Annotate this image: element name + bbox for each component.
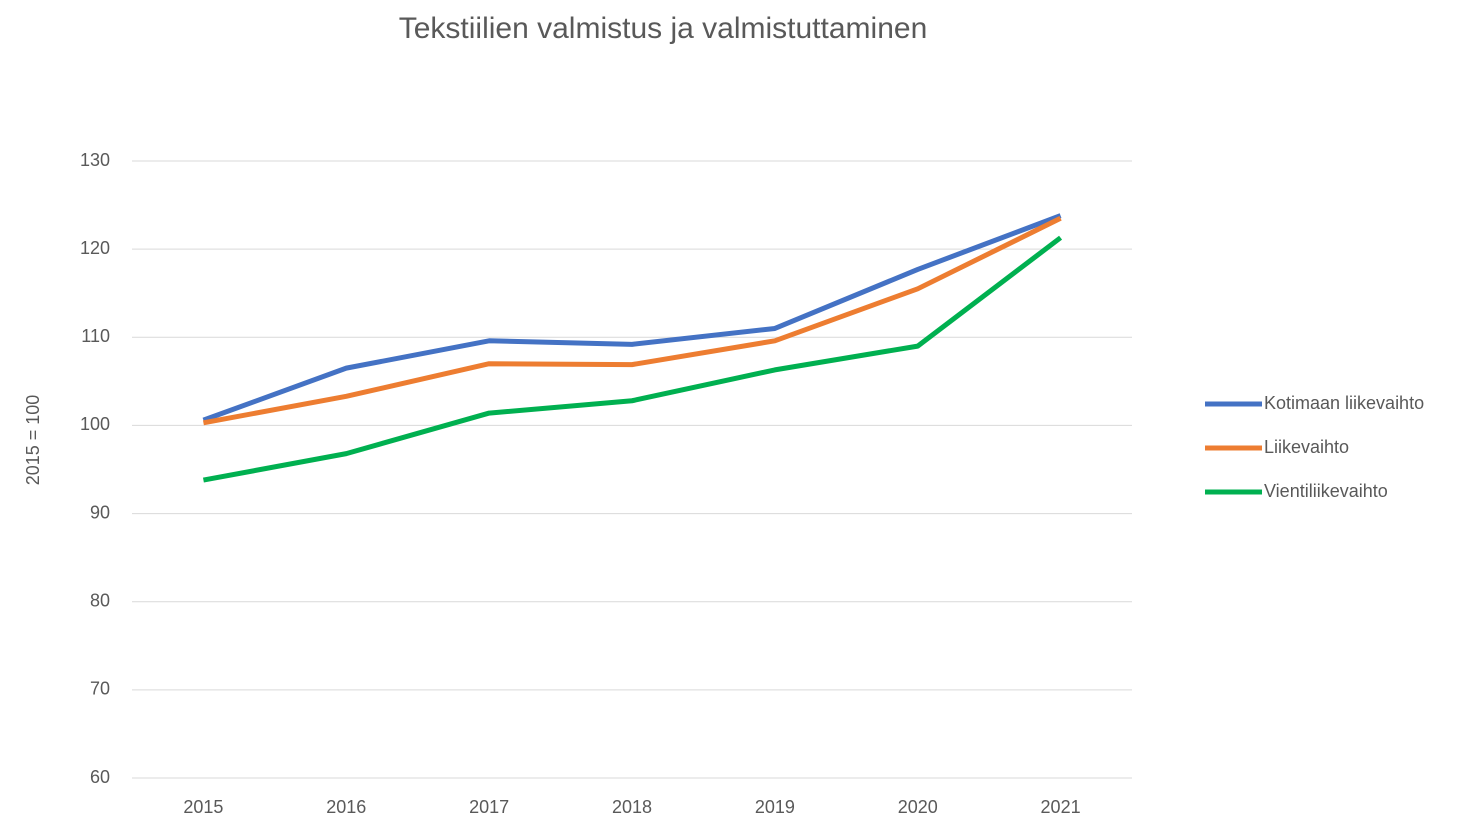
x-tick-label: 2015 <box>183 797 223 817</box>
y-tick-label: 60 <box>90 767 110 787</box>
chart-title: Tekstiilien valmistus ja valmistuttamine… <box>399 12 928 45</box>
series-line <box>202 216 1062 426</box>
series-line <box>202 213 1062 423</box>
legend-label: Vientiliikevaihto <box>1264 481 1388 501</box>
y-tick-label: 80 <box>90 590 110 610</box>
legend-label: Kotimaan liikevaihto <box>1264 393 1424 413</box>
x-tick-label: 2021 <box>1041 797 1081 817</box>
x-tick-label: 2017 <box>469 797 509 817</box>
x-tick-label: 2020 <box>898 797 938 817</box>
x-tick-label: 2019 <box>755 797 795 817</box>
y-axis-label: 2015 = 100 <box>23 395 43 486</box>
y-tick-label: 90 <box>90 502 110 522</box>
y-tick-label: 120 <box>80 238 110 258</box>
x-tick-label: 2016 <box>326 797 366 817</box>
series-line <box>202 235 1063 483</box>
y-tick-label: 70 <box>90 679 110 699</box>
legend-label: Liikevaihto <box>1264 437 1349 457</box>
y-tick-label: 130 <box>80 150 110 170</box>
x-tick-label: 2018 <box>612 797 652 817</box>
y-tick-label: 100 <box>80 414 110 434</box>
y-tick-label: 110 <box>81 326 110 346</box>
